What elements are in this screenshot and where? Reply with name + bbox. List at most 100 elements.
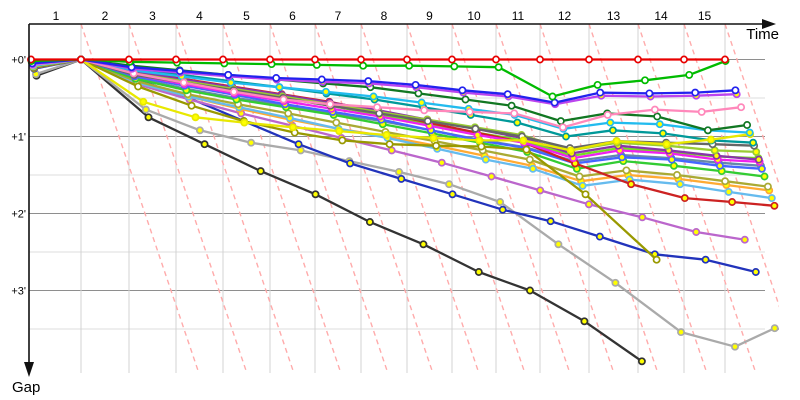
series-marker[interactable] xyxy=(465,107,474,116)
series-line-runner-blue2[interactable] xyxy=(31,58,764,170)
series-marker[interactable] xyxy=(743,121,752,129)
series-marker[interactable] xyxy=(760,172,769,181)
series-marker[interactable] xyxy=(226,78,235,87)
series-marker[interactable] xyxy=(751,268,760,276)
series-marker[interactable] xyxy=(770,324,779,333)
series-marker[interactable] xyxy=(548,92,557,101)
series-marker[interactable] xyxy=(715,161,724,170)
series-marker[interactable] xyxy=(519,136,528,145)
series-marker[interactable] xyxy=(429,134,438,142)
series-marker[interactable] xyxy=(397,174,406,183)
series-marker[interactable] xyxy=(676,180,685,189)
series-marker[interactable] xyxy=(653,112,662,121)
series-marker[interactable] xyxy=(641,76,649,85)
series-marker[interactable] xyxy=(737,103,746,112)
series-marker[interactable] xyxy=(731,342,739,351)
series-marker[interactable] xyxy=(503,90,512,99)
series-marker[interactable] xyxy=(369,92,378,101)
series-marker[interactable] xyxy=(375,109,384,118)
series-marker[interactable] xyxy=(266,55,274,64)
series-marker[interactable] xyxy=(458,86,467,95)
series-marker[interactable] xyxy=(650,105,659,114)
series-marker[interactable] xyxy=(317,75,326,84)
series-marker[interactable] xyxy=(754,155,763,164)
series-marker[interactable] xyxy=(692,228,701,236)
series-marker[interactable] xyxy=(288,123,297,132)
series-marker[interactable] xyxy=(752,147,761,156)
series-marker[interactable] xyxy=(450,62,459,71)
series-marker[interactable] xyxy=(677,328,685,337)
series-marker[interactable] xyxy=(667,155,676,164)
series-marker[interactable] xyxy=(279,95,288,104)
series-marker[interactable] xyxy=(474,268,483,276)
series-marker[interactable] xyxy=(275,83,284,92)
series-marker[interactable] xyxy=(536,55,544,64)
series-marker[interactable] xyxy=(365,218,374,226)
series-marker[interactable] xyxy=(707,135,715,144)
series-marker[interactable] xyxy=(411,80,420,89)
series-marker[interactable] xyxy=(554,240,563,249)
series-line-runner-skyblue[interactable] xyxy=(31,58,773,200)
series-marker[interactable] xyxy=(525,155,534,164)
series-marker[interactable] xyxy=(721,55,729,64)
series-marker[interactable] xyxy=(403,55,411,64)
series-marker[interactable] xyxy=(710,146,719,155)
series-marker[interactable] xyxy=(240,118,249,127)
series-marker[interactable] xyxy=(191,113,200,122)
series-marker[interactable] xyxy=(77,55,85,64)
series-marker[interactable] xyxy=(332,118,341,127)
series-marker[interactable] xyxy=(437,158,446,167)
series-marker[interactable] xyxy=(580,317,589,326)
series-line-runner-pink[interactable] xyxy=(31,58,743,129)
series-marker[interactable] xyxy=(475,136,484,145)
series-marker[interactable] xyxy=(740,235,749,244)
series-marker[interactable] xyxy=(513,118,522,127)
series-marker[interactable] xyxy=(247,138,256,147)
series-marker[interactable] xyxy=(481,155,490,164)
series-marker[interactable] xyxy=(373,103,382,112)
series-marker[interactable] xyxy=(627,180,636,189)
series-marker[interactable] xyxy=(558,123,567,132)
series-line-runner-gray[interactable] xyxy=(34,58,800,348)
series-marker[interactable] xyxy=(566,146,575,155)
series-marker[interactable] xyxy=(187,101,196,110)
series-marker[interactable] xyxy=(608,126,617,135)
series-marker[interactable] xyxy=(603,110,612,119)
series-marker[interactable] xyxy=(417,98,426,107)
series-marker[interactable] xyxy=(581,190,590,199)
series-marker[interactable] xyxy=(420,106,429,115)
series-marker[interactable] xyxy=(606,118,615,127)
series-marker[interactable] xyxy=(492,55,500,64)
series-marker[interactable] xyxy=(200,140,209,149)
series-marker[interactable] xyxy=(224,70,233,79)
series-marker[interactable] xyxy=(141,105,150,114)
series-marker[interactable] xyxy=(691,88,700,97)
series-marker[interactable] xyxy=(510,109,519,118)
series-marker[interactable] xyxy=(680,194,689,203)
series-marker[interactable] xyxy=(703,126,712,135)
series-marker[interactable] xyxy=(419,240,428,249)
series-marker[interactable] xyxy=(584,200,593,209)
series-marker[interactable] xyxy=(448,190,457,199)
series-marker[interactable] xyxy=(546,217,555,226)
series-marker[interactable] xyxy=(179,78,188,87)
series-marker[interactable] xyxy=(321,87,330,96)
series-line-runner-yellow[interactable] xyxy=(32,58,752,152)
series-marker[interactable] xyxy=(593,80,602,89)
series-marker[interactable] xyxy=(139,97,148,106)
series-marker[interactable] xyxy=(645,89,654,98)
series-line-runner-green[interactable] xyxy=(30,58,727,98)
series-marker[interactable] xyxy=(595,232,604,241)
series-marker[interactable] xyxy=(578,181,587,190)
series-line-runner-violet[interactable] xyxy=(31,58,738,106)
series-marker[interactable] xyxy=(536,186,545,195)
series-marker[interactable] xyxy=(662,140,671,149)
series-marker[interactable] xyxy=(172,55,180,64)
series-marker[interactable] xyxy=(311,190,320,199)
series-line-runner-cyan[interactable] xyxy=(31,58,751,134)
series-marker[interactable] xyxy=(685,70,694,79)
series-marker[interactable] xyxy=(638,213,647,222)
series-marker[interactable] xyxy=(134,82,143,91)
series-marker[interactable] xyxy=(414,89,423,98)
series-marker[interactable] xyxy=(395,167,403,176)
